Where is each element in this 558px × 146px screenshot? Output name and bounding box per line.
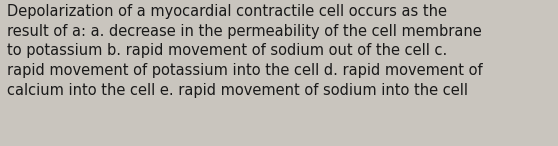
Text: Depolarization of a myocardial contractile cell occurs as the
result of a: a. de: Depolarization of a myocardial contracti… (7, 4, 482, 98)
